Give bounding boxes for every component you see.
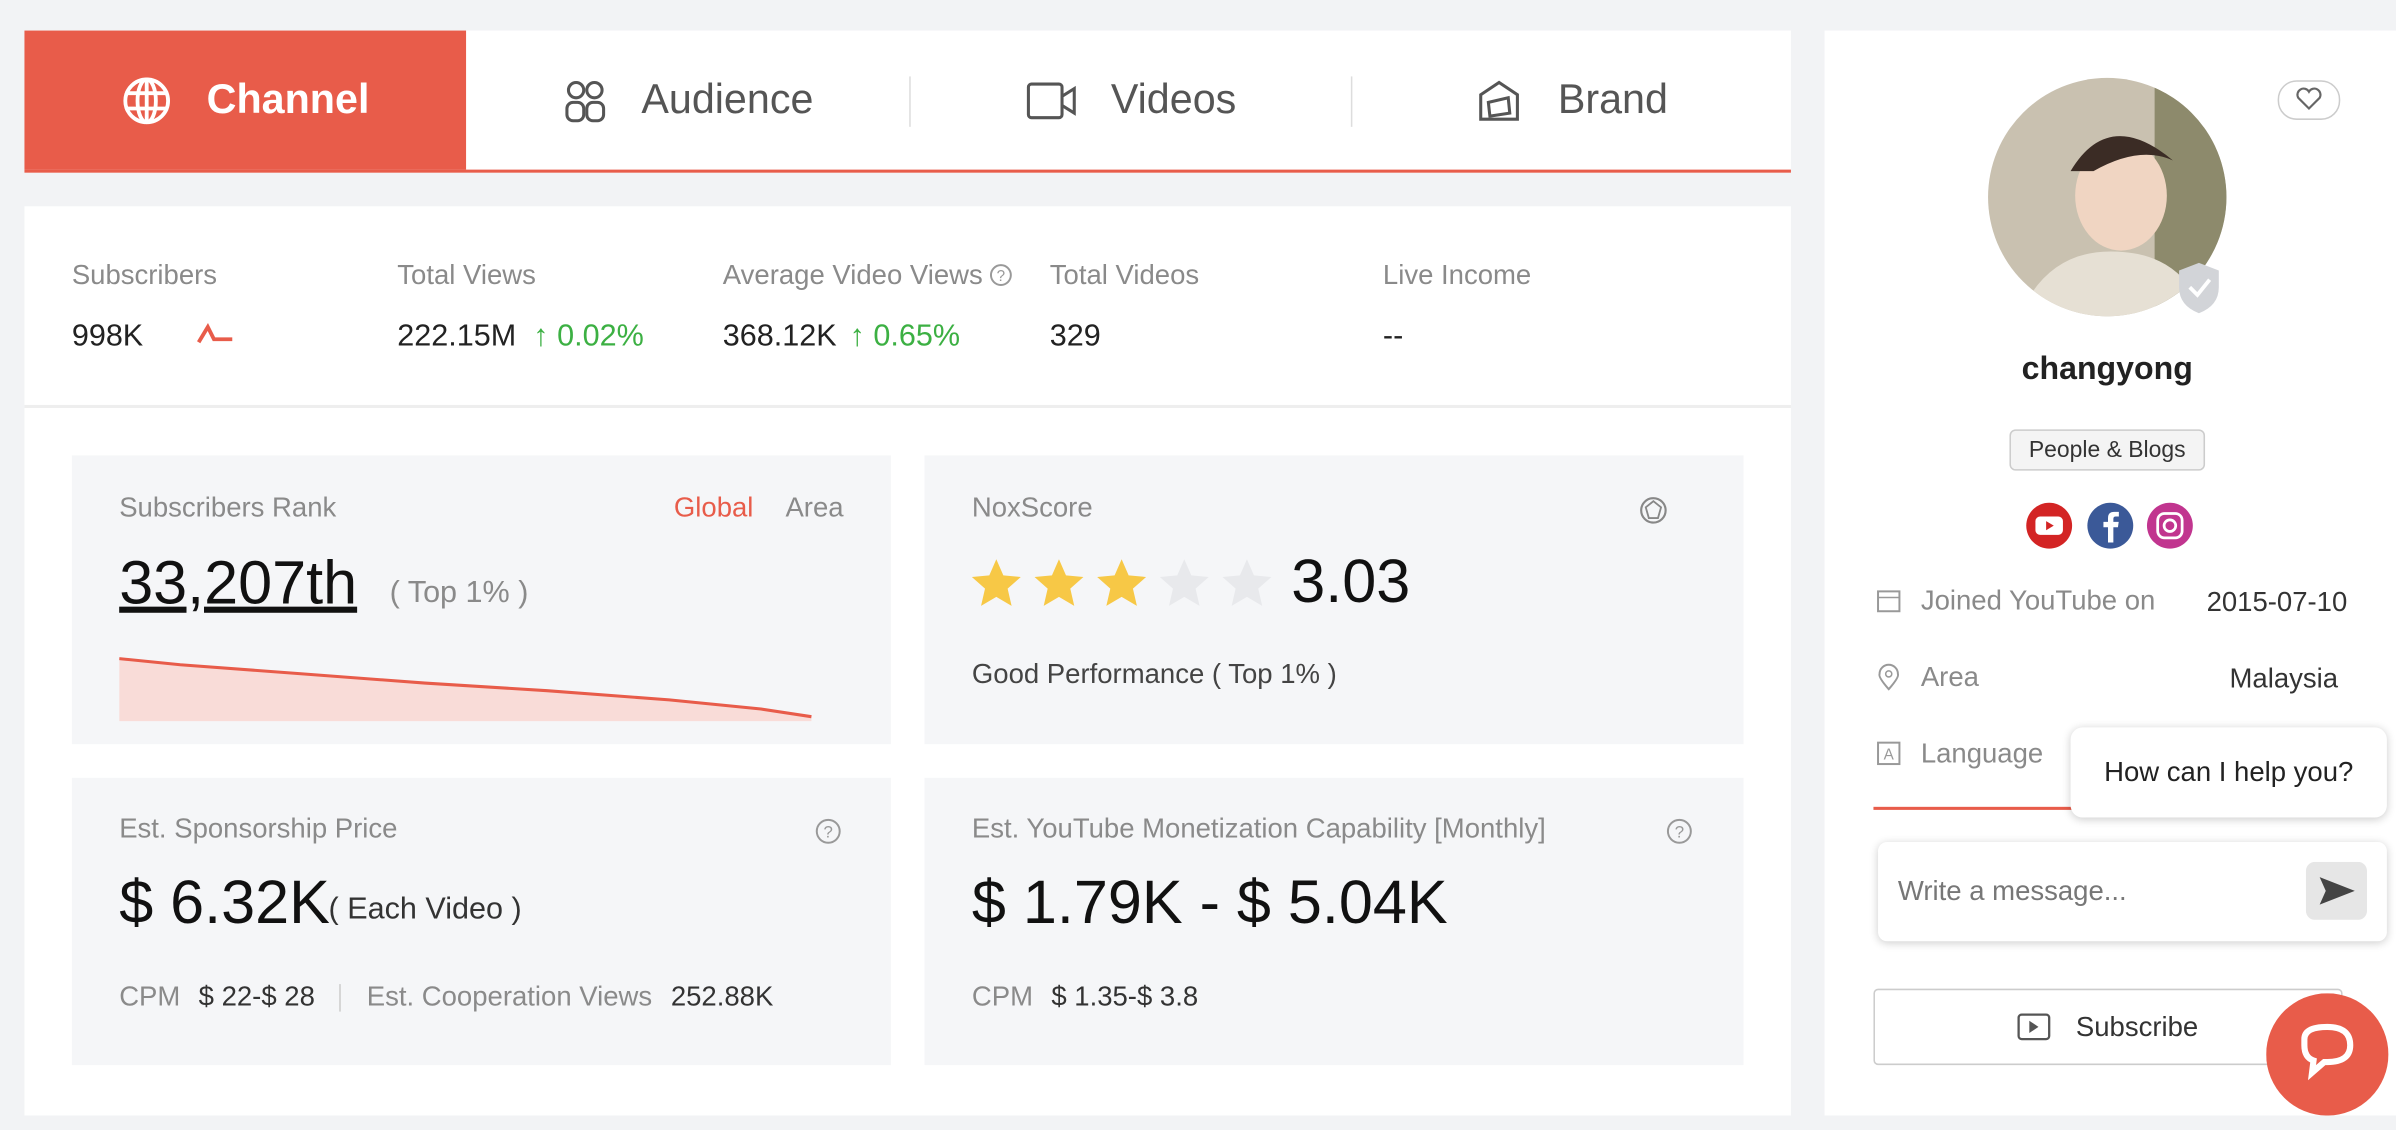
language-icon: A	[1877, 741, 1901, 766]
trend-icon	[197, 323, 233, 344]
svg-text:?: ?	[1675, 822, 1684, 841]
noxscore-card	[924, 455, 1744, 745]
greeting-text: How can I help you?	[2104, 756, 2354, 787]
rank-note: ( Top 1% )	[389, 576, 529, 610]
star-rating	[971, 559, 1272, 606]
detail-label: Joined YouTube on	[1920, 585, 2156, 616]
send-button[interactable]	[2305, 861, 2368, 920]
chat-greeting: How can I help you?	[2070, 727, 2387, 818]
brand-icon	[1479, 79, 1520, 120]
monetization-value: $ 1.79K - $ 5.04K	[971, 869, 1448, 937]
tab-label: Channel	[206, 76, 370, 123]
sponsorship-card	[71, 777, 891, 1066]
youtube-icon[interactable]	[2026, 502, 2073, 549]
stat-label: Total Views	[397, 259, 536, 291]
svg-text:?: ?	[824, 822, 833, 841]
cpm-value: $ 22-$ 28	[198, 981, 315, 1012]
chat-input[interactable]: Write a message...	[1878, 841, 2387, 942]
globe-icon	[123, 76, 171, 124]
divider	[24, 404, 1791, 409]
tab-channel[interactable]: Channel	[24, 30, 467, 170]
tab-label: Brand	[1557, 76, 1668, 123]
facebook-icon[interactable]	[2087, 502, 2134, 549]
category-tag[interactable]: People & Blogs	[2009, 429, 2206, 471]
svg-text:A: A	[1884, 746, 1895, 763]
detail-label: Area	[1920, 661, 1979, 693]
stat-value: --	[1382, 319, 1404, 353]
tab-audience[interactable]: Audience	[466, 31, 909, 170]
separator	[339, 984, 341, 1012]
stat-value: 998K	[71, 319, 144, 353]
avatar	[1988, 77, 2227, 317]
monetization-card	[924, 777, 1744, 1066]
help-icon[interactable]: ?	[1666, 818, 1694, 846]
stat-label: Live Income	[1382, 259, 1532, 291]
stat-value: 329	[1049, 319, 1101, 353]
price-unit: ( Each Video )	[328, 892, 522, 927]
detail-value: Malaysia	[2229, 663, 2339, 694]
tab-separator	[909, 76, 911, 127]
chat-launcher[interactable]	[2266, 993, 2389, 1116]
divider	[1873, 806, 2073, 810]
card-title: Est. Sponsorship Price	[119, 812, 398, 844]
subscribe-button[interactable]: Subscribe	[1873, 988, 2343, 1066]
cpm-label: CPM	[971, 981, 1033, 1012]
favorite-button[interactable]	[2277, 79, 2341, 120]
tab-brand[interactable]: Brand	[1352, 31, 1791, 170]
tab-separator	[1350, 76, 1353, 127]
detail-label: Language	[1920, 738, 2044, 769]
calendar-icon	[1877, 590, 1901, 613]
subscribe-label: Subscribe	[2075, 1010, 2199, 1042]
noxscore-icon[interactable]	[1638, 495, 1669, 526]
views-value: 252.88K	[670, 981, 774, 1012]
stat-value: 222.15M	[397, 319, 517, 353]
stat-label: Subscribers	[71, 259, 218, 291]
score-value: 3.03	[1291, 548, 1411, 616]
rank-value[interactable]: 33,207th	[119, 550, 358, 618]
option-global[interactable]: Global	[673, 492, 754, 523]
cpm-label: CPM	[119, 981, 181, 1012]
help-icon[interactable]: ?	[814, 818, 842, 846]
cpm-value: $ 1.35-$ 3.8	[1051, 981, 1199, 1012]
stat-label: Total Videos	[1049, 259, 1200, 291]
price-value: $ 6.32K	[119, 869, 330, 937]
detail-value: 2015-07-10	[2206, 586, 2348, 618]
video-icon	[1026, 81, 1076, 119]
card-title: NoxScore	[971, 492, 1093, 523]
change-text: 0.02%	[557, 319, 644, 353]
views-label: Est. Cooperation Views	[366, 981, 653, 1012]
rank-trend	[119, 657, 812, 722]
instagram-icon[interactable]	[2146, 502, 2193, 549]
stat-change: ↑ 0.02%	[533, 319, 644, 353]
play-icon	[2018, 1013, 2052, 1041]
stat-change: ↑ 0.65%	[849, 319, 961, 353]
audience-icon	[564, 80, 605, 122]
card-title: Subscribers Rank	[119, 492, 337, 523]
tab-label: Audience	[641, 76, 814, 123]
tab-label: Videos	[1110, 76, 1237, 123]
channel-name: changyong	[2021, 351, 2193, 387]
option-area[interactable]: Area	[785, 492, 844, 523]
tab-videos[interactable]: Videos	[909, 31, 1352, 170]
stars	[971, 559, 1272, 606]
score-note: Good Performance ( Top 1% )	[971, 658, 1337, 690]
social-icons	[2026, 502, 2193, 549]
card-title: Est. YouTube Monetization Capability [Mo…	[971, 812, 1546, 844]
help-icon[interactable]: ?	[989, 263, 1013, 287]
svg-text:?: ?	[997, 268, 1006, 285]
change-text: 0.65%	[873, 319, 961, 353]
stat-value: 368.12K	[722, 319, 837, 353]
input-placeholder: Write a message...	[1897, 875, 2127, 907]
stat-label: Average Video Views	[722, 259, 983, 291]
location-icon	[1878, 663, 1900, 691]
